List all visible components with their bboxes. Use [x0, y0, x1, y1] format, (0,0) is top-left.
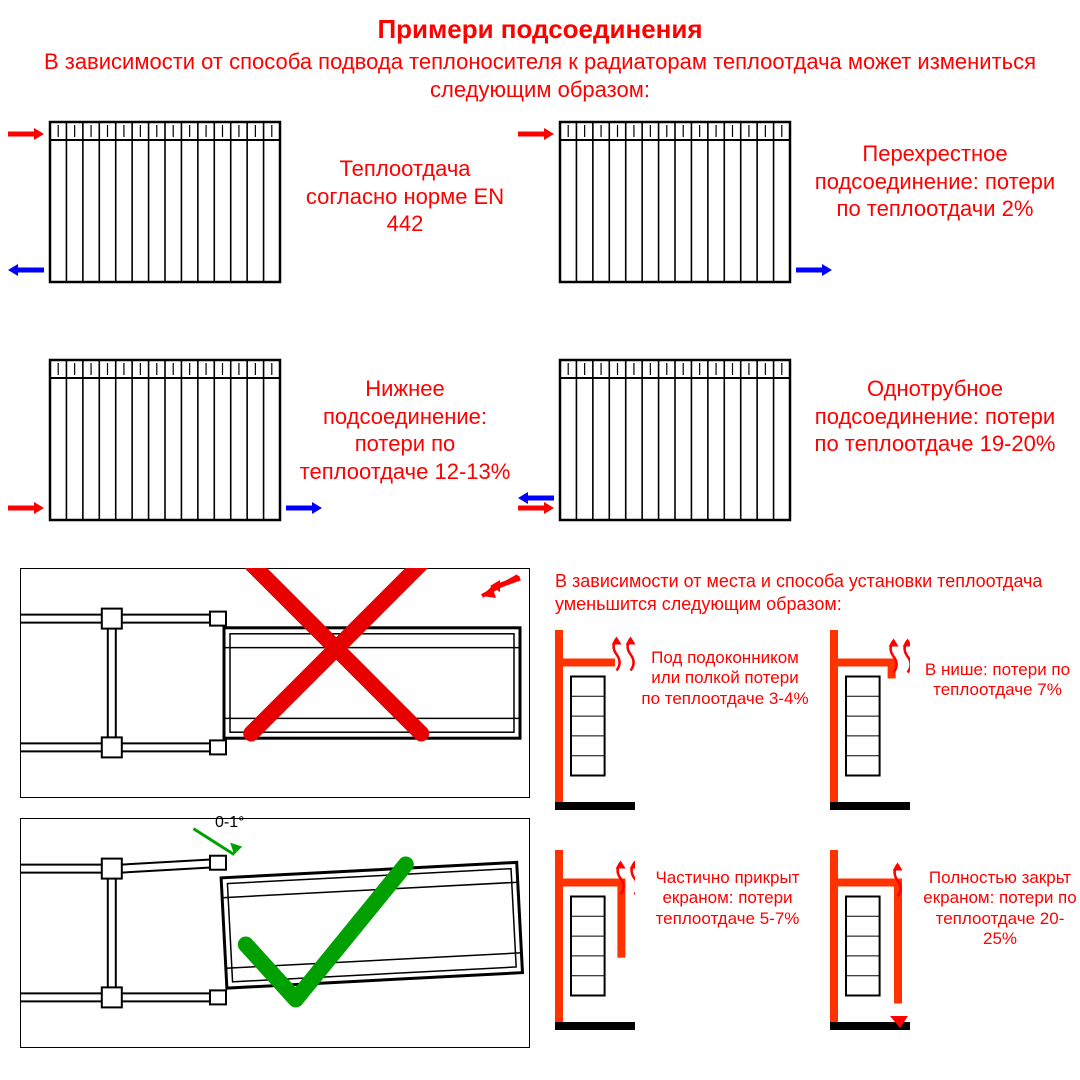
- page-title: Примери подсоединения: [0, 14, 1080, 45]
- radiator-diagram: [515, 117, 835, 297]
- radiator-caption: Нижнее подсоединение: потери по теплоотд…: [295, 375, 515, 485]
- placement-caption: Полностью закрьт екраном: потери по тепл…: [920, 868, 1080, 950]
- placement-subtitle: В зависимости от места и способа установ…: [555, 570, 1060, 615]
- placement-icon: [830, 630, 910, 810]
- radiator-diagram: [5, 117, 325, 297]
- radiator-caption: Теплоотдача согласно норме EN 442: [295, 155, 515, 238]
- radiator-diagram: [515, 355, 835, 535]
- slope-angle-label: 0-1°: [215, 814, 245, 832]
- radiator-diagram: [5, 355, 325, 535]
- placement-icon: [555, 850, 635, 1030]
- placement-icon: [555, 630, 635, 810]
- placement-caption: В нише: потери по теплоотдаче 7%: [920, 660, 1075, 701]
- placement-caption: Под подоконником или полкой потери по те…: [640, 648, 810, 709]
- radiator-caption: Перехрестное подсоединение: потери по те…: [810, 140, 1060, 223]
- placement-icon: [830, 850, 910, 1030]
- radiator-caption: Однотрубное подсоединение: потери по теп…: [810, 375, 1060, 458]
- install-right-diagram: [20, 818, 530, 1048]
- placement-caption: Частично прикрыт екраном: потери теплоот…: [640, 868, 815, 929]
- install-wrong-diagram: [20, 568, 530, 798]
- page-subtitle: В зависимости от способа подвода теплоно…: [0, 48, 1080, 103]
